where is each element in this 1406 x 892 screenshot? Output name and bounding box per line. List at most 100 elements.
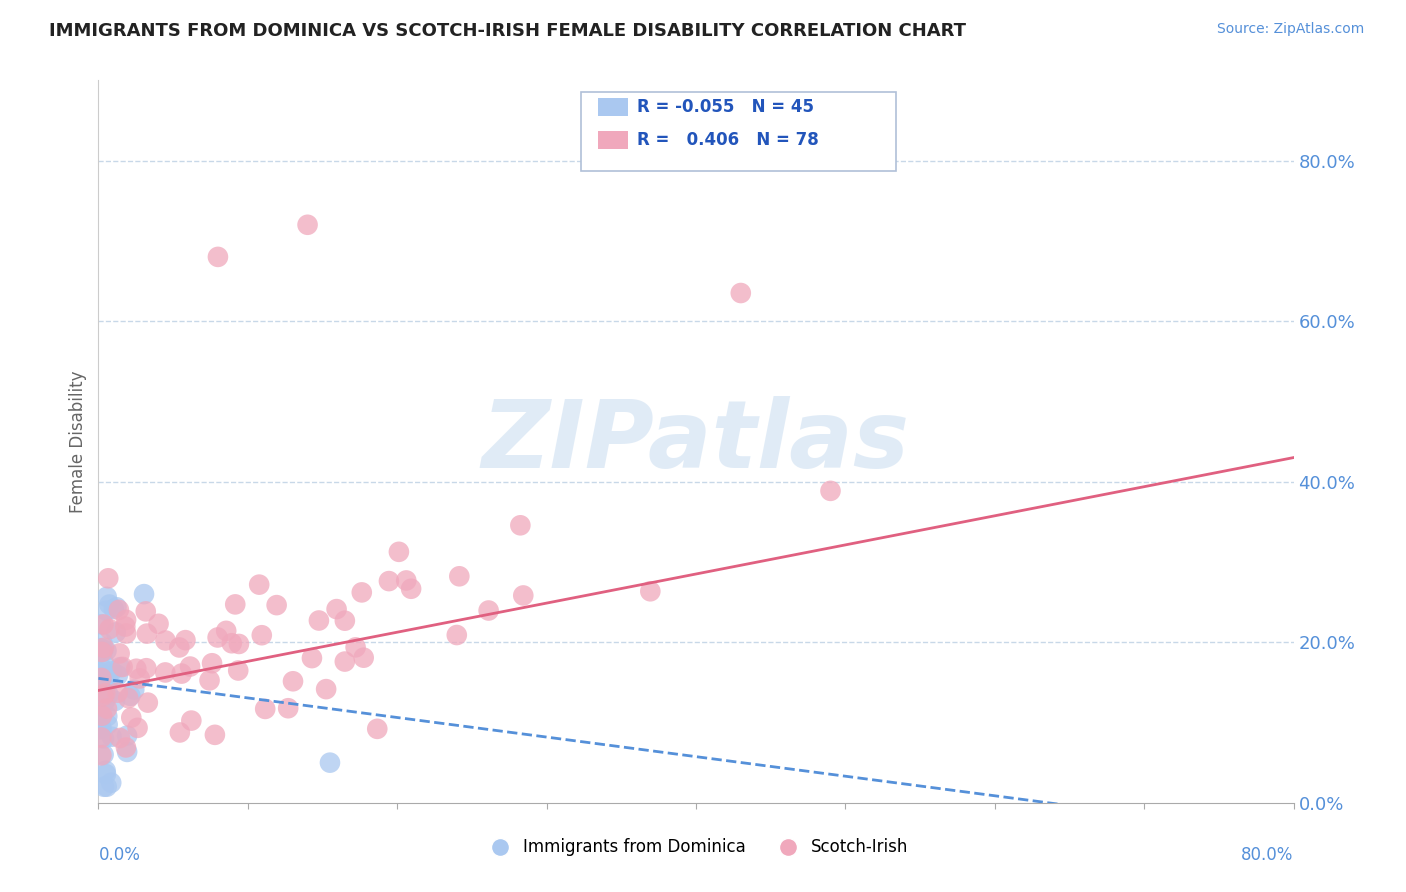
Point bbox=[93, 687, 115, 701]
Point bbox=[108, 660, 131, 674]
Point bbox=[136, 696, 159, 710]
Point bbox=[315, 682, 337, 697]
Point bbox=[446, 628, 468, 642]
Point bbox=[91, 644, 114, 658]
Point bbox=[333, 655, 356, 669]
Point bbox=[108, 731, 131, 745]
Point bbox=[224, 598, 246, 612]
Point bbox=[820, 483, 842, 498]
Point bbox=[179, 659, 201, 673]
Point bbox=[512, 589, 534, 603]
Point bbox=[117, 691, 139, 706]
Point bbox=[353, 650, 375, 665]
Point bbox=[97, 673, 120, 688]
Point bbox=[207, 631, 229, 645]
Point bbox=[96, 643, 118, 657]
Point bbox=[388, 545, 411, 559]
Point bbox=[96, 604, 118, 618]
Point bbox=[91, 643, 114, 657]
Point bbox=[105, 600, 128, 615]
Point bbox=[104, 625, 127, 640]
Point bbox=[640, 584, 662, 599]
Point bbox=[350, 585, 373, 599]
Text: R =   0.406   N = 78: R = 0.406 N = 78 bbox=[637, 131, 818, 149]
Point bbox=[207, 250, 229, 264]
Text: 80.0%: 80.0% bbox=[1241, 847, 1294, 864]
Point bbox=[122, 682, 145, 697]
Point bbox=[228, 637, 250, 651]
Point bbox=[96, 590, 118, 604]
Point bbox=[378, 574, 401, 588]
Point bbox=[115, 626, 138, 640]
Text: 0.0%: 0.0% bbox=[98, 847, 141, 864]
Point bbox=[93, 617, 115, 632]
Point bbox=[478, 603, 501, 617]
Point bbox=[93, 780, 115, 794]
Point bbox=[90, 731, 112, 745]
Point bbox=[120, 710, 142, 724]
Point bbox=[104, 694, 127, 708]
Point bbox=[250, 628, 273, 642]
Point bbox=[89, 665, 111, 679]
Point bbox=[97, 571, 120, 585]
Point bbox=[115, 740, 138, 755]
Text: Source: ZipAtlas.com: Source: ZipAtlas.com bbox=[1216, 22, 1364, 37]
Point bbox=[135, 626, 157, 640]
Point bbox=[111, 660, 134, 674]
Point bbox=[93, 656, 115, 670]
Text: ZIPatlas: ZIPatlas bbox=[482, 395, 910, 488]
Point bbox=[107, 668, 129, 682]
Point bbox=[115, 613, 138, 627]
Point bbox=[170, 666, 193, 681]
Point bbox=[319, 756, 342, 770]
Point bbox=[89, 641, 111, 656]
Point bbox=[135, 604, 157, 618]
Point bbox=[301, 651, 323, 665]
Point bbox=[198, 673, 221, 688]
Point bbox=[399, 582, 422, 596]
Point bbox=[93, 747, 115, 762]
Point bbox=[91, 636, 114, 650]
Point bbox=[135, 661, 157, 675]
Point bbox=[103, 602, 125, 616]
Point bbox=[174, 633, 197, 648]
Point bbox=[125, 662, 148, 676]
Point bbox=[266, 598, 288, 612]
Point bbox=[91, 708, 114, 723]
Point bbox=[127, 721, 149, 735]
Point bbox=[89, 699, 111, 714]
Point bbox=[108, 603, 131, 617]
Point bbox=[115, 745, 138, 759]
Point bbox=[94, 686, 117, 700]
Point bbox=[226, 664, 249, 678]
Point bbox=[96, 780, 118, 794]
Point bbox=[90, 721, 112, 735]
Point bbox=[169, 640, 191, 655]
Point bbox=[247, 577, 270, 591]
Point bbox=[215, 624, 238, 638]
Point bbox=[180, 714, 202, 728]
Point bbox=[114, 619, 136, 633]
Point bbox=[89, 723, 111, 737]
Point bbox=[91, 689, 114, 703]
Point bbox=[101, 664, 124, 678]
Point bbox=[120, 689, 142, 703]
Point bbox=[97, 717, 120, 731]
Point bbox=[204, 728, 226, 742]
Point bbox=[100, 730, 122, 744]
Point bbox=[100, 776, 122, 790]
Point bbox=[94, 675, 117, 690]
Point bbox=[93, 731, 115, 746]
Point bbox=[155, 665, 177, 680]
Point bbox=[96, 709, 118, 723]
Point bbox=[93, 640, 115, 655]
Point bbox=[449, 569, 471, 583]
Point bbox=[297, 218, 319, 232]
Point bbox=[108, 647, 131, 661]
Y-axis label: Female Disability: Female Disability bbox=[69, 370, 87, 513]
Point bbox=[90, 641, 112, 656]
Point bbox=[509, 518, 531, 533]
Point bbox=[90, 748, 112, 763]
Point bbox=[128, 672, 150, 686]
Point bbox=[89, 705, 111, 719]
